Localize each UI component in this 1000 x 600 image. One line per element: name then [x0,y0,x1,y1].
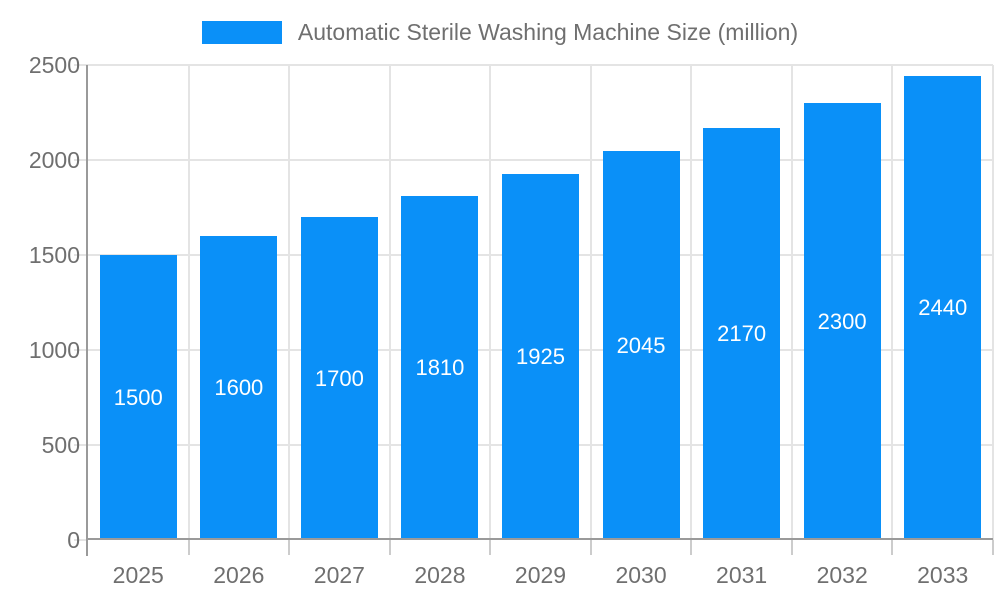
x-axis-label: 2032 [816,562,868,588]
x-axis-tick [891,540,894,555]
bar-value-label: 1810 [415,355,465,381]
bar-value-label: 2440 [918,295,968,321]
x-axis-tick [489,540,492,555]
v-gridline [891,65,894,540]
x-axis-tick [790,540,793,555]
v-gridline [388,65,391,540]
y-axis-label: 2000 [28,147,80,173]
y-axis-label: 0 [67,527,80,553]
x-axis-tick [187,540,190,555]
bar-value-label: 2170 [717,320,767,346]
x-axis-label: 2033 [917,562,969,588]
bar[interactable]: 1925 [502,174,579,540]
x-axis-tick [388,540,391,555]
bar[interactable]: 1700 [300,217,378,540]
v-gridline [992,65,994,540]
v-gridline [690,65,693,540]
bar[interactable]: 2440 [904,76,982,540]
v-gridline [589,65,592,540]
y-axis-label: 500 [41,432,80,458]
bar-value-label: 1600 [214,375,264,400]
x-axis-tick [690,540,693,555]
bar[interactable]: 2045 [602,151,680,540]
y-axis-label: 1500 [28,242,80,268]
x-axis-label: 2031 [716,562,768,588]
h-gridline [74,64,993,66]
y-axis-label: 1000 [28,337,80,363]
bar[interactable]: 2170 [703,127,781,540]
bar-value-label: 2045 [616,332,666,358]
bar-value-label: 1500 [113,384,163,410]
x-axis-tick [288,540,291,555]
bar[interactable]: 1500 [99,255,177,540]
v-gridline [288,65,291,540]
x-axis-tick [589,540,592,555]
v-gridline [790,65,793,540]
y-axis-line [86,65,88,556]
v-gridline [489,65,492,540]
x-axis-label: 2027 [313,562,365,588]
x-axis-label: 2029 [514,562,567,588]
legend-series-label: Automatic Sterile Washing Machine Size (… [297,19,799,45]
legend-swatch [201,21,282,44]
h-gridline [74,159,993,161]
bar-value-label: 1700 [314,365,364,391]
bar[interactable]: 1810 [401,196,479,540]
x-axis-label: 2028 [414,562,466,588]
bar[interactable]: 1600 [200,236,278,540]
bar-value-label: 1925 [516,344,565,370]
legend[interactable]: Automatic Sterile Washing Machine Size (… [0,19,1000,46]
y-axis-label: 2500 [28,52,80,78]
x-axis-line [86,538,993,540]
bar[interactable]: 2300 [803,103,881,540]
x-axis-tick [992,540,994,555]
y-zero-tick [74,539,88,541]
bar-value-label: 2300 [817,308,867,334]
x-axis-label: 2030 [615,562,667,588]
x-axis-label: 2025 [112,562,164,588]
plot-area: 0 500 1000 1500 2000 2500 1500 2025 1600 2026 1700… [29,52,994,588]
x-axis-label: 2026 [213,562,265,588]
v-gridline [187,65,190,540]
